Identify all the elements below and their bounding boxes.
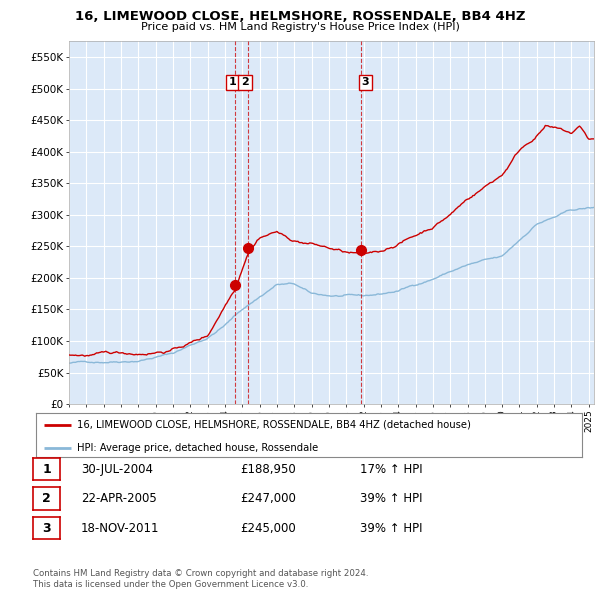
Text: 1: 1 [229,77,236,87]
Text: 1: 1 [42,463,51,476]
Text: £247,000: £247,000 [240,492,296,505]
Text: 16, LIMEWOOD CLOSE, HELMSHORE, ROSSENDALE, BB4 4HZ (detached house): 16, LIMEWOOD CLOSE, HELMSHORE, ROSSENDAL… [77,420,471,430]
Text: 18-NOV-2011: 18-NOV-2011 [81,522,160,535]
Text: 2: 2 [241,77,249,87]
Text: HPI: Average price, detached house, Rossendale: HPI: Average price, detached house, Ross… [77,442,318,453]
Text: Price paid vs. HM Land Registry's House Price Index (HPI): Price paid vs. HM Land Registry's House … [140,22,460,32]
Text: £188,950: £188,950 [240,463,296,476]
Text: £245,000: £245,000 [240,522,296,535]
Text: 17% ↑ HPI: 17% ↑ HPI [360,463,422,476]
Text: 3: 3 [361,77,369,87]
Text: 3: 3 [42,522,51,535]
Text: Contains HM Land Registry data © Crown copyright and database right 2024.
This d: Contains HM Land Registry data © Crown c… [33,569,368,589]
Text: 39% ↑ HPI: 39% ↑ HPI [360,492,422,505]
Text: 22-APR-2005: 22-APR-2005 [81,492,157,505]
Text: 30-JUL-2004: 30-JUL-2004 [81,463,153,476]
Text: 2: 2 [42,492,51,505]
Text: 39% ↑ HPI: 39% ↑ HPI [360,522,422,535]
Text: 16, LIMEWOOD CLOSE, HELMSHORE, ROSSENDALE, BB4 4HZ: 16, LIMEWOOD CLOSE, HELMSHORE, ROSSENDAL… [75,10,525,23]
